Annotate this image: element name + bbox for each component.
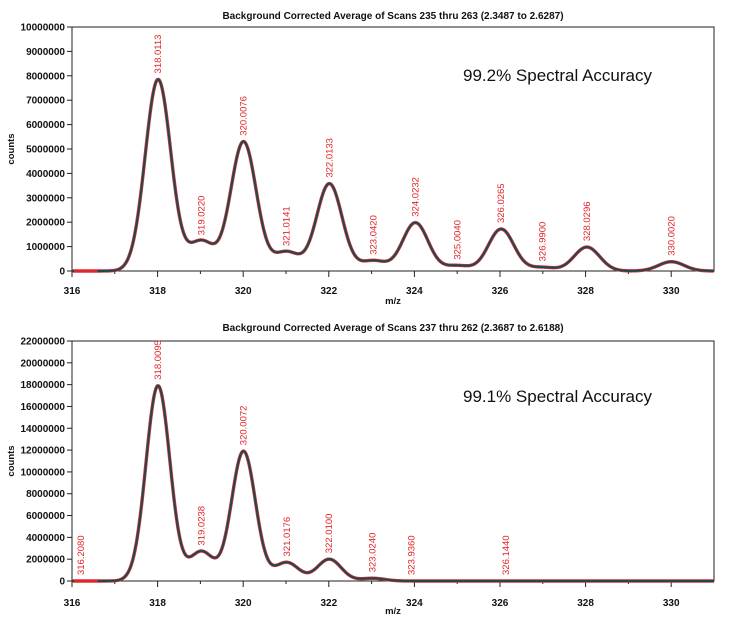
- theoretical-profile: [71, 77, 715, 273]
- peak-label: 325.0040: [452, 220, 463, 260]
- x-tick-label: 320: [235, 598, 252, 609]
- y-tick-label: 3000000: [26, 193, 65, 204]
- peak-label: 323.0240: [368, 533, 379, 573]
- peak-label: 322.0100: [324, 514, 335, 554]
- y-tick-label: 6000000: [26, 120, 65, 131]
- x-tick-label: 326: [492, 598, 509, 609]
- peak-label: 320.0076: [239, 96, 250, 136]
- y-tick-label: 8000000: [26, 489, 65, 500]
- x-tick-label: 318: [149, 286, 166, 297]
- y-tick-label: 22000000: [21, 337, 66, 348]
- x-tick-label: 320: [235, 286, 252, 297]
- x-tick-label: 322: [320, 286, 337, 297]
- y-tick-label: 20000000: [21, 358, 66, 369]
- y-tick-label: 16000000: [21, 402, 66, 413]
- x-tick-label: 330: [663, 286, 680, 297]
- y-tick-label: 2000000: [26, 218, 65, 229]
- theoretical-profile: [71, 384, 715, 583]
- peak-label: 321.0141: [282, 206, 293, 246]
- x-tick-label: 316: [64, 598, 81, 609]
- x-tick-label: 324: [406, 286, 423, 297]
- y-tick-label: 4000000: [26, 533, 65, 544]
- y-axis-label: counts: [6, 133, 17, 164]
- x-tick-label: 328: [577, 598, 594, 609]
- x-tick-label: 328: [577, 286, 594, 297]
- y-tick-label: 10000000: [21, 467, 66, 478]
- peak-label: 321.0176: [282, 517, 293, 557]
- x-tick-label: 318: [149, 598, 166, 609]
- y-tick-label: 0: [59, 577, 65, 588]
- x-tick-label: 324: [406, 598, 423, 609]
- peak-label: 320.0072: [239, 406, 250, 446]
- y-tick-label: 1000000: [26, 242, 65, 253]
- y-axis-label: counts: [6, 445, 17, 476]
- peak-label: 319.0220: [196, 196, 207, 236]
- peak-label: 328.0296: [582, 201, 593, 241]
- x-axis-label: m/z: [385, 606, 401, 617]
- peak-label: 326.9900: [537, 222, 548, 262]
- y-tick-label: 8000000: [26, 71, 65, 82]
- x-axis-label: m/z: [385, 296, 401, 307]
- peak-label: 316.2080: [76, 535, 87, 575]
- plot-frame: [71, 26, 715, 272]
- measured-spectrum-line: [71, 384, 715, 582]
- peak-label: 330.0020: [666, 216, 677, 256]
- y-tick-label: 6000000: [26, 511, 65, 522]
- x-tick-label: 330: [663, 598, 680, 609]
- chart-title: Background Corrected Average of Scans 23…: [222, 11, 563, 22]
- spectral-accuracy-annotation: 99.2% Spectral Accuracy: [463, 66, 652, 85]
- peak-label: 323.9360: [407, 535, 418, 575]
- peak-label: 324.0232: [410, 177, 421, 217]
- x-tick-label: 322: [320, 598, 337, 609]
- x-tick-label: 326: [492, 286, 509, 297]
- y-tick-label: 5000000: [26, 145, 65, 156]
- peak-label: 326.0265: [496, 183, 507, 223]
- y-tick-label: 10000000: [21, 23, 66, 34]
- y-tick-label: 2000000: [26, 555, 65, 566]
- peak-label: 319.0238: [196, 506, 207, 546]
- y-tick-label: 4000000: [26, 169, 65, 180]
- peak-label: 318.0113: [153, 35, 164, 74]
- spectral-accuracy-annotation: 99.1% Spectral Accuracy: [463, 387, 652, 406]
- chart-title: Background Corrected Average of Scans 23…: [222, 323, 563, 334]
- y-tick-label: 12000000: [21, 446, 66, 457]
- x-tick-label: 316: [64, 286, 81, 297]
- spectrum-panel-bottom: Background Corrected Average of Scans 23…: [6, 323, 715, 617]
- y-tick-label: 18000000: [21, 380, 66, 391]
- peak-label: 326.1440: [501, 535, 512, 575]
- y-tick-label: 7000000: [26, 96, 65, 107]
- measured-spectrum-line: [71, 78, 715, 272]
- peak-label: 318.0095: [153, 340, 164, 380]
- spectrum-panel-top: Background Corrected Average of Scans 23…: [6, 11, 715, 307]
- y-tick-label: 9000000: [26, 47, 65, 58]
- y-tick-label: 14000000: [21, 424, 66, 435]
- peak-label: 323.0420: [368, 215, 379, 255]
- y-tick-label: 0: [59, 267, 65, 278]
- peak-label: 322.0133: [324, 138, 335, 178]
